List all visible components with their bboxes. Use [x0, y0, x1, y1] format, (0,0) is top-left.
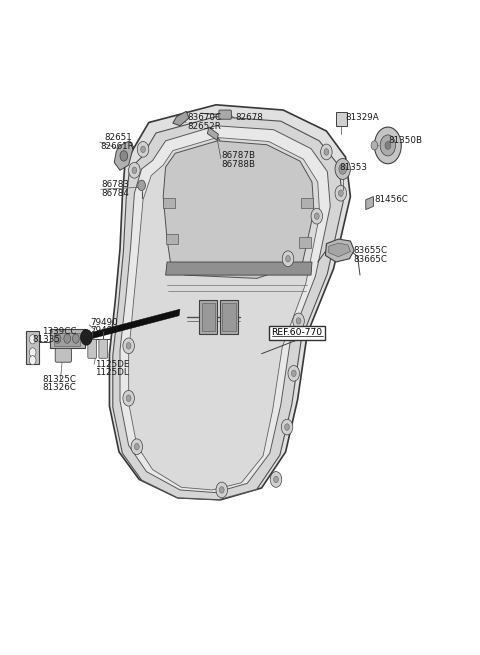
- Text: 83670C: 83670C: [187, 113, 221, 122]
- Circle shape: [29, 348, 36, 357]
- Text: 82678: 82678: [235, 113, 263, 122]
- Text: 81335: 81335: [33, 335, 60, 345]
- Circle shape: [314, 213, 319, 219]
- Text: REF.60-770: REF.60-770: [272, 328, 323, 337]
- Circle shape: [64, 334, 71, 343]
- FancyBboxPatch shape: [99, 339, 108, 358]
- Polygon shape: [113, 117, 343, 500]
- Circle shape: [81, 329, 92, 345]
- FancyBboxPatch shape: [219, 110, 231, 119]
- Circle shape: [137, 141, 149, 157]
- Circle shape: [132, 167, 137, 174]
- Bar: [299, 237, 311, 248]
- Circle shape: [385, 141, 391, 149]
- Polygon shape: [26, 331, 39, 364]
- Circle shape: [138, 180, 145, 191]
- Circle shape: [374, 127, 401, 164]
- Text: 82652R: 82652R: [187, 122, 221, 131]
- Circle shape: [131, 439, 143, 455]
- Text: 86787B: 86787B: [222, 151, 256, 160]
- Bar: [220, 300, 238, 334]
- Circle shape: [296, 318, 301, 324]
- Polygon shape: [114, 141, 133, 170]
- Circle shape: [286, 255, 290, 262]
- Polygon shape: [166, 262, 312, 275]
- Text: 81325C: 81325C: [42, 375, 76, 384]
- Bar: [301, 198, 313, 208]
- Text: 81329A: 81329A: [346, 113, 379, 122]
- Text: 79490: 79490: [90, 318, 118, 327]
- Circle shape: [54, 334, 61, 343]
- Circle shape: [371, 141, 378, 150]
- Circle shape: [285, 424, 289, 430]
- Circle shape: [335, 185, 347, 201]
- Bar: [336, 112, 347, 126]
- Circle shape: [216, 482, 228, 498]
- Circle shape: [380, 135, 396, 156]
- Text: 82661R: 82661R: [101, 141, 134, 151]
- Bar: [166, 234, 178, 244]
- Text: 1339CC: 1339CC: [42, 327, 77, 336]
- Polygon shape: [325, 239, 354, 262]
- Bar: [54, 333, 80, 346]
- Circle shape: [293, 313, 304, 329]
- FancyBboxPatch shape: [269, 326, 325, 340]
- Text: 1125DL: 1125DL: [95, 368, 129, 377]
- Circle shape: [282, 251, 294, 267]
- Circle shape: [270, 472, 282, 487]
- Circle shape: [123, 338, 134, 354]
- Text: 79480: 79480: [90, 326, 118, 335]
- Circle shape: [126, 343, 131, 349]
- Circle shape: [123, 390, 134, 406]
- Polygon shape: [163, 141, 314, 278]
- Bar: [163, 198, 175, 208]
- Text: 86784: 86784: [102, 189, 130, 198]
- Circle shape: [288, 365, 300, 381]
- Circle shape: [324, 149, 329, 155]
- Circle shape: [219, 487, 224, 493]
- Polygon shape: [366, 196, 373, 210]
- Circle shape: [321, 144, 332, 160]
- Circle shape: [291, 370, 296, 377]
- Circle shape: [311, 208, 323, 224]
- Circle shape: [339, 164, 347, 174]
- Circle shape: [338, 190, 343, 196]
- Circle shape: [72, 334, 79, 343]
- Text: 83665C: 83665C: [353, 255, 387, 264]
- Circle shape: [29, 356, 36, 365]
- Circle shape: [129, 162, 140, 178]
- Text: 86788B: 86788B: [222, 160, 256, 169]
- Circle shape: [281, 419, 293, 435]
- Polygon shape: [120, 126, 330, 493]
- Circle shape: [335, 159, 350, 179]
- Text: 81326C: 81326C: [42, 383, 76, 392]
- Text: 81456C: 81456C: [374, 195, 408, 204]
- Text: 1125DE: 1125DE: [95, 360, 130, 369]
- Polygon shape: [50, 329, 85, 348]
- Polygon shape: [129, 138, 320, 490]
- Polygon shape: [329, 243, 350, 257]
- FancyBboxPatch shape: [88, 339, 96, 358]
- Text: 83655C: 83655C: [353, 246, 387, 255]
- Bar: [222, 303, 236, 331]
- Text: 82651: 82651: [105, 133, 132, 142]
- Circle shape: [134, 443, 139, 450]
- Text: 86783: 86783: [102, 180, 130, 189]
- Polygon shape: [173, 111, 189, 126]
- Circle shape: [29, 335, 36, 344]
- Circle shape: [274, 476, 278, 483]
- Polygon shape: [109, 105, 350, 500]
- FancyBboxPatch shape: [55, 348, 72, 362]
- Polygon shape: [207, 127, 218, 140]
- Bar: [199, 300, 217, 334]
- Circle shape: [126, 395, 131, 402]
- Circle shape: [141, 146, 145, 153]
- Bar: [202, 303, 215, 331]
- Circle shape: [120, 151, 128, 161]
- Text: 81350B: 81350B: [389, 136, 423, 145]
- Polygon shape: [84, 309, 180, 341]
- Text: 81353: 81353: [339, 162, 367, 172]
